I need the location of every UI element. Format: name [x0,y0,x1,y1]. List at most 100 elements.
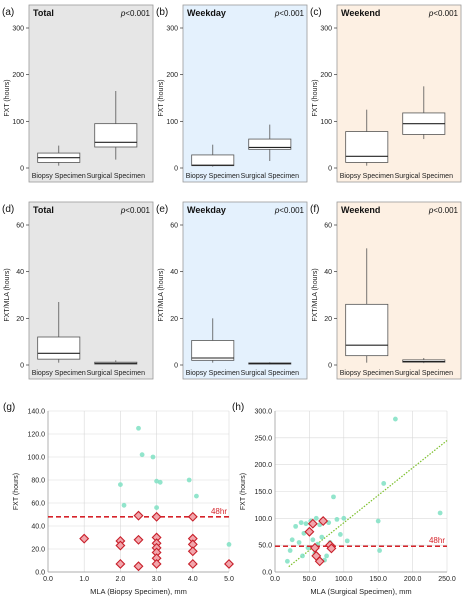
y-tick-label: 200 [320,72,332,79]
data-point [393,416,398,422]
highlighted-point [133,534,144,545]
x-tick-label: 150.0 [369,576,387,583]
panel-title: Weekend [341,205,380,215]
x-tick-label: 3.0 [152,576,162,583]
data-point [303,521,309,527]
y-tick-label: 300 [166,26,178,33]
highlighted-point [115,558,126,569]
y-tick-label: 140.0 [27,409,45,416]
y-axis-label: FXT (hours) [312,79,319,116]
highlighted-point [151,511,162,522]
box-iqr [191,154,235,167]
highlighted-point [187,511,198,522]
data-point [313,515,319,521]
y-tick-label: 40 [170,269,178,276]
y-tick-label: 60 [16,223,24,230]
panel-label: (b) [156,7,168,18]
data-point [154,478,160,484]
panel-title: Weekday [187,205,226,215]
panel-a: (a) Total p<0.001 0 100 200 300 FXT (hours) Biop… [2,4,154,183]
x-category-label: Biopsy Specimen [340,370,394,377]
highlighted-point [187,546,198,557]
data-point [136,425,141,431]
x-category-label: Surgical Specimen [395,370,453,377]
panel-label: (a) [2,7,14,18]
data-point [157,479,163,485]
data-point [296,540,302,545]
p-threshold: <0.001 [125,206,150,215]
p-symbol: p [274,206,280,215]
data-point [287,548,293,553]
data-point [344,538,350,544]
x-category-label: Biopsy Specimen [32,370,86,377]
y-axis-label: FXT/MLA (hours) [4,268,11,321]
box-iqr [248,138,292,150]
highlighted-point [304,526,315,537]
p-value: p<0.001 [120,9,151,18]
x-category-label: Biopsy Specimen [186,173,240,180]
x-tick-label: 100.0 [335,576,353,583]
p-value: p<0.001 [428,206,459,215]
p-symbol: p [428,206,434,215]
y-tick-label: 40.0 [31,524,45,531]
x-tick-label: 250.0 [438,576,456,583]
threshold-label: 48hr [429,536,445,545]
x-category-label: Surgical Specimen [395,173,453,180]
y-tick-label: 0 [174,363,178,370]
x-axis-label: MLA (Surgical Specimen), mm [310,587,411,596]
data-point [139,452,145,458]
panel-background [182,201,308,380]
y-axis-label: FXT (hours) [4,79,11,116]
data-point [226,542,232,547]
data-point [331,494,336,500]
p-symbol: p [120,206,126,215]
x-category-label: Surgical Specimen [87,173,145,180]
y-axis-label: FXT (hours) [240,473,247,510]
highlighted-point [133,561,144,572]
y-tick-label: 0 [174,166,178,173]
p-threshold: <0.001 [433,206,458,215]
data-point [298,520,304,526]
data-point [300,553,305,559]
x-tick-label: 0.0 [43,576,53,583]
y-tick-label: 100 [12,119,24,126]
panel-title: Weekday [187,8,226,18]
y-tick-label: 60 [170,223,178,230]
x-tick-label: 2.0 [116,576,126,583]
y-axis-label: FXT (hours) [158,79,165,116]
p-symbol: p [428,9,434,18]
y-tick-label: 100.0 [254,516,272,523]
y-tick-label: 0 [328,363,332,370]
panel-d: (d) Total p<0.001 0 20 40 60 FXT/MLA (hours) Bio… [2,201,154,380]
panel-label: (e) [156,204,168,215]
panel-label: (c) [310,7,322,18]
y-tick-label: 150.0 [254,489,272,496]
data-point [334,517,340,522]
panel-g: (g) 0.0 20.0 40.0 60.0 80.0 100.0 120.0 140.0 0.0… [3,402,234,596]
data-point [381,481,387,486]
panel-label: (h) [232,402,244,413]
panel-c: (c) Weekend p<0.001 0 100 200 300 FXT (hours) Bi… [310,4,462,183]
y-tick-label: 200 [12,72,24,79]
p-symbol: p [274,9,280,18]
data-point [194,493,199,499]
data-point [154,505,160,510]
p-symbol: p [120,9,126,18]
x-category-label: Biopsy Specimen [32,173,86,180]
panel-label: (d) [2,204,14,215]
data-point [118,482,123,487]
p-value: p<0.001 [274,206,305,215]
x-category-label: Surgical Specimen [87,370,145,377]
highlighted-point [224,558,234,569]
highlighted-point [326,543,337,554]
p-threshold: <0.001 [125,9,150,18]
x-category-label: Surgical Specimen [241,173,299,180]
data-point [437,510,443,516]
data-point [121,502,127,508]
panel-background [28,4,154,183]
data-point [375,518,381,524]
highlighted-point [115,540,126,551]
y-tick-label: 20.0 [31,547,45,554]
y-tick-label: 0.0 [262,570,272,577]
